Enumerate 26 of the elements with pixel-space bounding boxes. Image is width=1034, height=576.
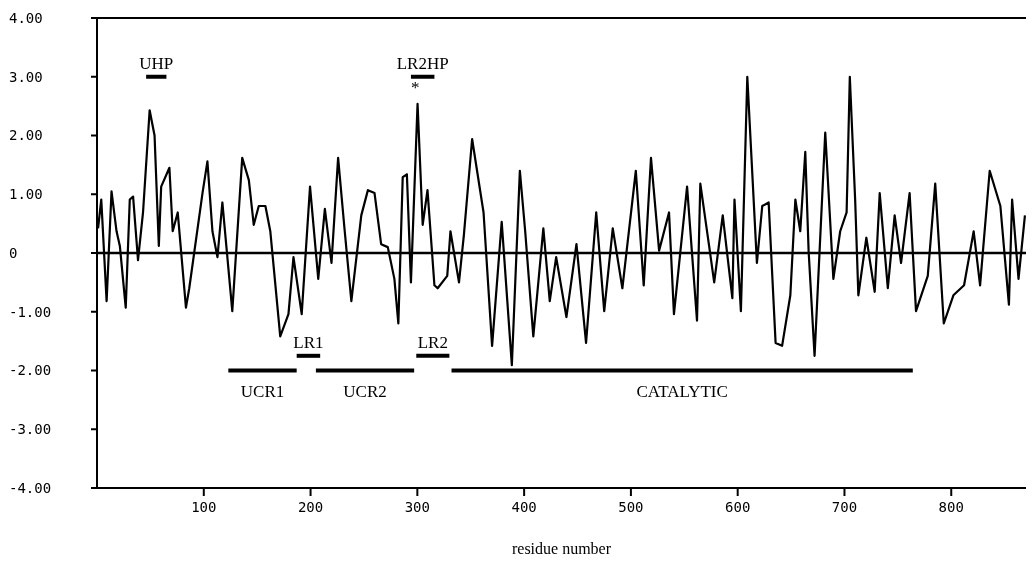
x-tick-label: 200 [297, 498, 324, 515]
annotation: LR2 [417, 332, 448, 352]
annotation: UHP [139, 53, 174, 73]
x-tick-label: 100 [191, 498, 217, 515]
annotation: LR1 [293, 332, 324, 352]
annotation: UCR2 [343, 381, 387, 401]
x-tick-label: 500 [618, 498, 644, 515]
x-tick-label: 700 [831, 498, 858, 515]
y-tick-label: 1.00 [9, 186, 43, 203]
annotation: * [410, 77, 420, 97]
x-tick-label: 400 [511, 498, 537, 515]
x-tick-label: 800 [938, 498, 964, 515]
y-tick-label: 3.00 [9, 68, 43, 85]
y-tick-label: 2.00 [9, 127, 43, 144]
y-tick-label: -2.00 [9, 362, 52, 379]
y-tick-label: -4.00 [9, 479, 52, 496]
annotation: CATALYTIC [636, 381, 728, 401]
x-tick-label: 300 [404, 498, 430, 515]
x-tick-label: 600 [725, 498, 751, 515]
y-tick-label: 4.00 [9, 9, 43, 26]
annotation: UCR1 [240, 381, 285, 401]
y-tick-label: -1.00 [9, 303, 52, 320]
x-axis-title: residue number [511, 540, 612, 557]
y-tick-label: 0 [9, 244, 18, 261]
annotation: LR2HP [396, 53, 449, 73]
y-tick-label: -3.00 [9, 421, 52, 438]
